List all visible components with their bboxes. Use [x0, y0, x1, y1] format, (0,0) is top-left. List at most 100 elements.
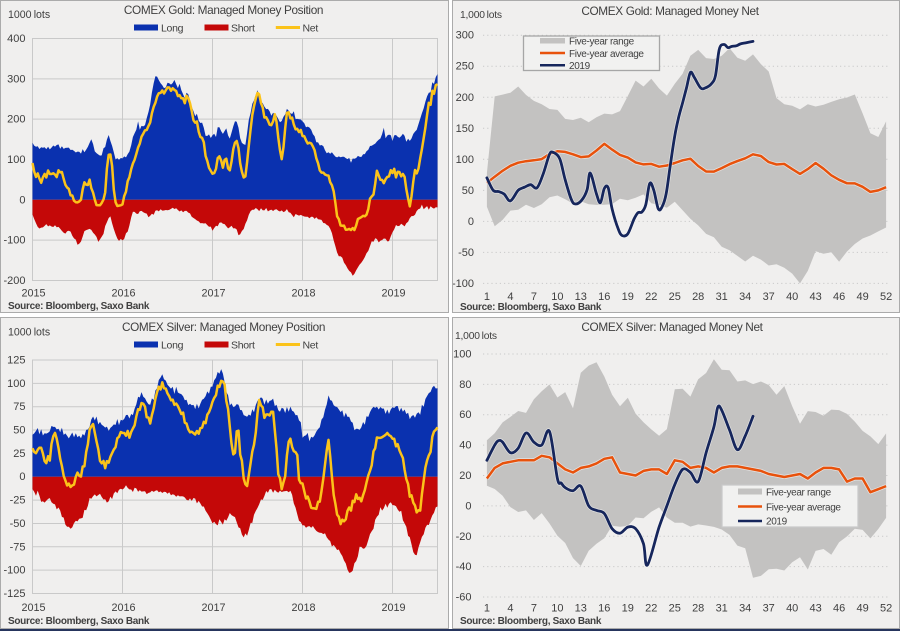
svg-text:-100: -100 [3, 235, 25, 247]
svg-text:-25: -25 [10, 495, 26, 507]
svg-text:49: 49 [856, 291, 868, 303]
svg-text:20: 20 [459, 470, 471, 482]
svg-text:16: 16 [598, 603, 610, 615]
svg-text:43: 43 [809, 291, 821, 303]
svg-text:2016: 2016 [111, 602, 135, 614]
svg-text:19: 19 [622, 603, 634, 615]
svg-text:Source: Bloomberg, Saxo Bank: Source: Bloomberg, Saxo Bank [460, 616, 602, 627]
svg-text:150: 150 [456, 123, 474, 135]
svg-text:7: 7 [531, 603, 537, 615]
svg-text:COMEX Silver: Managed Money Ne: COMEX Silver: Managed Money Net [581, 320, 763, 334]
svg-text:2015: 2015 [21, 602, 45, 614]
svg-text:300: 300 [7, 73, 25, 85]
svg-text:13: 13 [575, 291, 587, 303]
svg-text:16: 16 [598, 291, 610, 303]
svg-text:Short: Short [231, 23, 255, 35]
svg-text:28: 28 [692, 291, 704, 303]
svg-text:-75: -75 [10, 541, 26, 553]
svg-text:31: 31 [716, 291, 728, 303]
svg-text:Five-year average: Five-year average [766, 502, 841, 513]
svg-text:COMEX Gold: Managed Money Net: COMEX Gold: Managed Money Net [581, 4, 759, 18]
svg-text:25: 25 [669, 291, 681, 303]
svg-text:1000 lots: 1000 lots [8, 9, 50, 21]
svg-text:125: 125 [7, 355, 25, 367]
svg-text:2018: 2018 [291, 602, 315, 614]
svg-text:37: 37 [763, 603, 775, 615]
svg-text:31: 31 [716, 603, 728, 615]
svg-text:-200: -200 [3, 275, 25, 287]
svg-text:2019: 2019 [381, 288, 405, 300]
svg-text:22: 22 [645, 291, 657, 303]
svg-text:100: 100 [7, 378, 25, 390]
svg-text:Source: Bloomberg, Saxo Bank: Source: Bloomberg, Saxo Bank [460, 302, 602, 313]
svg-text:-50: -50 [458, 247, 474, 259]
svg-text:-60: -60 [456, 592, 472, 604]
svg-text:Long: Long [161, 340, 184, 352]
svg-text:22: 22 [645, 603, 657, 615]
svg-text:25: 25 [669, 603, 681, 615]
svg-text:Five-year average: Five-year average [569, 49, 644, 60]
svg-text:4: 4 [507, 291, 513, 303]
svg-text:43: 43 [809, 603, 821, 615]
svg-text:52: 52 [880, 291, 892, 303]
svg-text:0: 0 [19, 194, 25, 206]
svg-text:34: 34 [739, 603, 751, 615]
svg-text:19: 19 [622, 291, 634, 303]
svg-text:Source: Bloomberg, Saxo Bank: Source: Bloomberg, Saxo Bank [8, 616, 150, 627]
svg-text:-40: -40 [456, 561, 472, 573]
svg-text:50: 50 [13, 425, 25, 437]
svg-text:0: 0 [468, 216, 474, 228]
svg-text:1000 lots: 1000 lots [8, 327, 50, 339]
svg-text:4: 4 [507, 603, 513, 615]
svg-text:-100: -100 [452, 278, 474, 290]
svg-text:2015: 2015 [21, 288, 45, 300]
svg-text:COMEX Silver: Managed Money Po: COMEX Silver: Managed Money Position [122, 320, 325, 334]
svg-text:13: 13 [575, 603, 587, 615]
svg-text:Five-year range: Five-year range [766, 488, 832, 499]
svg-text:300: 300 [456, 30, 474, 42]
svg-text:49: 49 [856, 603, 868, 615]
svg-text:2019: 2019 [381, 602, 405, 614]
svg-text:0: 0 [19, 471, 25, 483]
svg-text:52: 52 [880, 603, 892, 615]
svg-text:1: 1 [484, 291, 490, 303]
svg-text:40: 40 [459, 440, 471, 452]
svg-text:-125: -125 [3, 588, 25, 600]
svg-text:100: 100 [7, 154, 25, 166]
svg-text:7: 7 [531, 291, 537, 303]
svg-text:Five-year range: Five-year range [569, 37, 635, 48]
svg-text:2019: 2019 [766, 517, 788, 528]
svg-text:40: 40 [786, 291, 798, 303]
svg-text:200: 200 [456, 92, 474, 104]
svg-text:100: 100 [456, 154, 474, 166]
svg-text:200: 200 [7, 114, 25, 126]
svg-text:400: 400 [7, 33, 25, 45]
svg-text:2017: 2017 [201, 602, 225, 614]
svg-text:Long: Long [161, 23, 184, 35]
svg-text:1,000 lots: 1,000 lots [460, 10, 502, 21]
svg-text:25: 25 [13, 448, 25, 460]
svg-text:Source: Bloomberg, Saxo Bank: Source: Bloomberg, Saxo Bank [8, 301, 150, 312]
svg-text:0: 0 [465, 500, 471, 512]
svg-text:50: 50 [462, 185, 474, 197]
svg-text:250: 250 [456, 61, 474, 73]
svg-text:28: 28 [692, 603, 704, 615]
svg-text:40: 40 [786, 603, 798, 615]
svg-text:COMEX Gold: Managed Money Posi: COMEX Gold: Managed Money Position [124, 3, 323, 17]
svg-text:1,000 lots: 1,000 lots [455, 331, 497, 342]
svg-text:Net: Net [303, 340, 319, 352]
svg-text:37: 37 [763, 291, 775, 303]
svg-text:60: 60 [459, 409, 471, 421]
svg-text:-50: -50 [10, 518, 26, 530]
svg-text:-100: -100 [3, 565, 25, 577]
svg-text:2017: 2017 [201, 288, 225, 300]
svg-text:Net: Net [303, 23, 319, 35]
svg-text:34: 34 [739, 291, 751, 303]
svg-text:46: 46 [833, 291, 845, 303]
svg-text:46: 46 [833, 603, 845, 615]
svg-text:Short: Short [231, 340, 255, 352]
svg-text:80: 80 [459, 379, 471, 391]
svg-text:75: 75 [13, 401, 25, 413]
svg-text:100: 100 [453, 349, 471, 361]
svg-text:2019: 2019 [569, 61, 591, 72]
